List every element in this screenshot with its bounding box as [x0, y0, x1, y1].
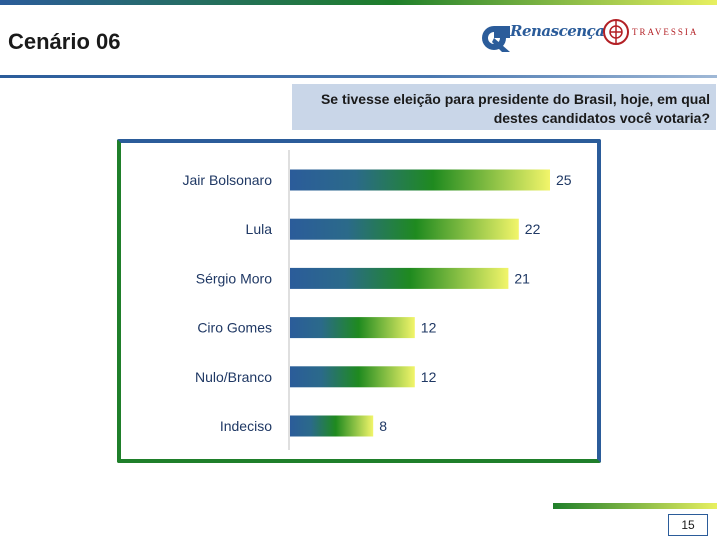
header-divider	[0, 75, 717, 78]
renascenca-logo-text: Renascença	[510, 22, 605, 40]
category-label: Ciro Gomes	[197, 320, 272, 336]
header: Cenário 06	[0, 5, 717, 75]
value-label: 8	[379, 418, 387, 434]
bottom-accent-stripe	[553, 503, 717, 509]
value-label: 12	[421, 320, 437, 336]
bar	[290, 218, 519, 240]
value-label: 22	[525, 221, 541, 237]
travessia-logo-icon	[603, 19, 629, 45]
travessia-logo-text: TRAVESSIA	[632, 27, 699, 37]
bar	[290, 267, 509, 289]
bar-group: Jair Bolsonaro 25 Lula 22 Sérgio Moro 21 Ciro …	[183, 169, 572, 437]
page-title: Cenário 06	[8, 29, 121, 54]
bar	[290, 366, 415, 388]
renascenca-logo	[482, 26, 510, 52]
survey-question: Se tivesse eleição para presidente do Br…	[292, 84, 716, 130]
page-number: 15	[668, 514, 708, 536]
category-label: Indeciso	[220, 418, 272, 434]
category-label: Nulo/Branco	[195, 369, 272, 385]
category-label: Lula	[246, 221, 273, 237]
bar	[290, 317, 415, 339]
bar	[290, 169, 550, 191]
category-label: Jair Bolsonaro	[183, 172, 273, 188]
chart-frame	[117, 139, 601, 463]
bar	[290, 415, 374, 437]
value-label: 12	[421, 369, 437, 385]
value-label: 25	[556, 172, 572, 188]
top-accent-stripe	[0, 0, 717, 5]
category-label: Sérgio Moro	[196, 270, 272, 286]
value-label: 21	[514, 270, 530, 286]
